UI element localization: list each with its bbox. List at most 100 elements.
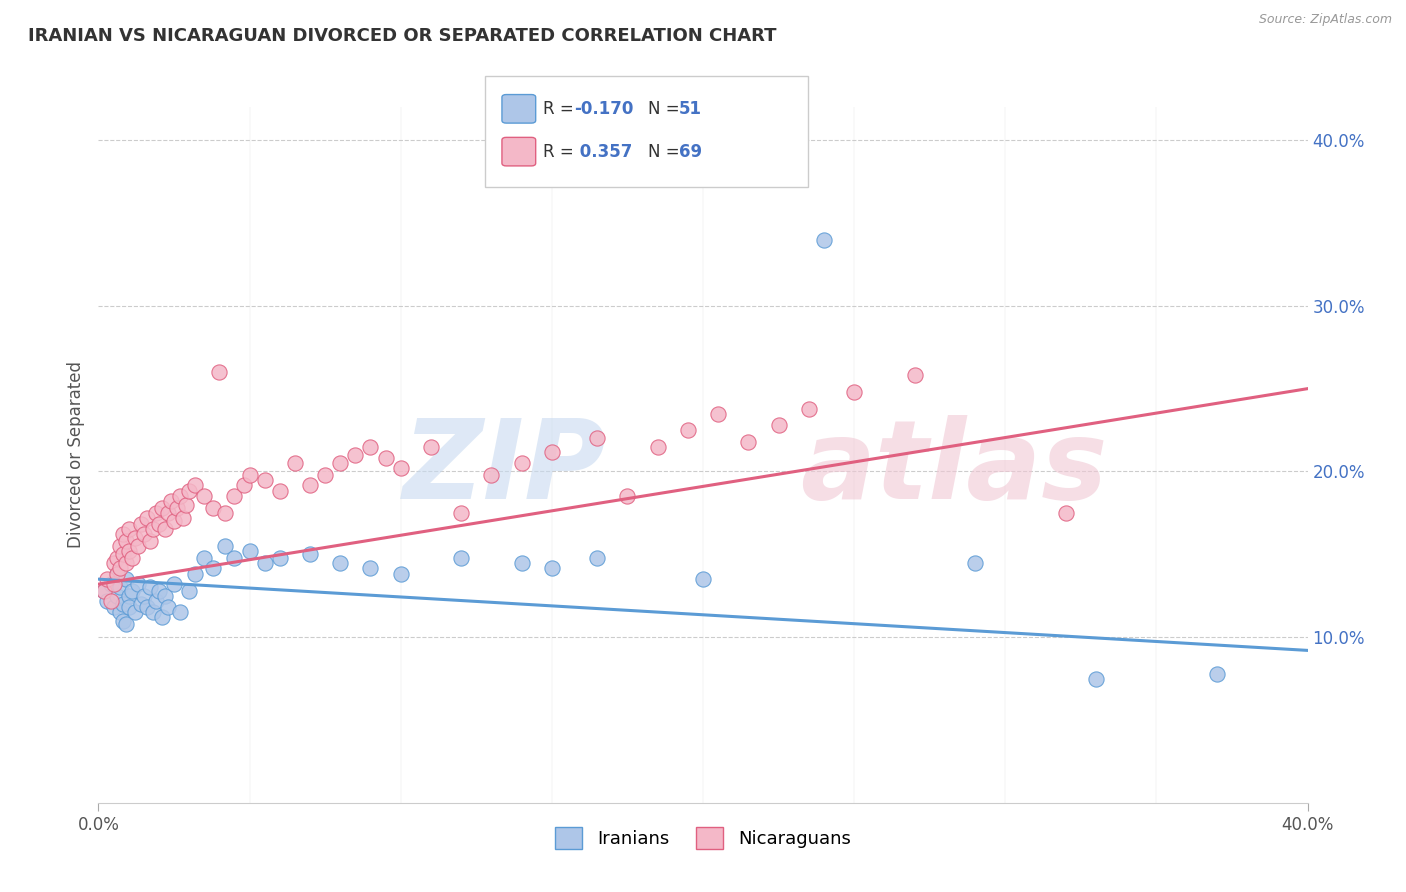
Point	[202, 560, 225, 574]
Point	[105, 550, 128, 565]
Point	[284, 456, 307, 470]
Point	[114, 572, 136, 586]
Point	[114, 616, 136, 631]
Point	[389, 567, 412, 582]
Point	[103, 600, 125, 615]
Point	[105, 567, 128, 582]
Point	[169, 605, 191, 619]
Point	[111, 527, 134, 541]
Point	[93, 583, 115, 598]
Point	[299, 477, 322, 491]
Point	[1085, 672, 1108, 686]
Point	[813, 233, 835, 247]
Point	[132, 589, 155, 603]
Point	[163, 577, 186, 591]
Point	[118, 600, 141, 615]
Point	[96, 593, 118, 607]
Point	[1206, 666, 1229, 681]
Point	[184, 567, 207, 582]
Point	[148, 517, 170, 532]
Point	[93, 583, 115, 598]
Point	[481, 467, 503, 482]
Point	[150, 610, 173, 624]
Point	[450, 550, 472, 565]
Text: Source: ZipAtlas.com: Source: ZipAtlas.com	[1258, 13, 1392, 27]
Point	[737, 434, 759, 449]
Point	[692, 572, 714, 586]
Point	[540, 560, 562, 574]
Point	[139, 581, 162, 595]
Point	[420, 440, 443, 454]
Point	[232, 477, 254, 491]
Point	[224, 550, 246, 565]
Point	[103, 556, 125, 570]
Text: ZIP: ZIP	[402, 416, 606, 523]
Point	[108, 581, 131, 595]
Point	[124, 605, 146, 619]
Point	[329, 456, 352, 470]
Point	[156, 506, 179, 520]
Point	[253, 556, 276, 570]
Point	[105, 567, 128, 582]
Point	[647, 440, 669, 454]
Point	[96, 572, 118, 586]
Point	[163, 514, 186, 528]
Point	[269, 550, 291, 565]
Point	[114, 556, 136, 570]
Point	[108, 605, 131, 619]
Point	[586, 550, 609, 565]
Point	[184, 477, 207, 491]
Text: 69: 69	[679, 143, 702, 161]
Point	[166, 500, 188, 515]
Point	[450, 506, 472, 520]
Point	[269, 484, 291, 499]
Text: N =: N =	[648, 143, 685, 161]
Point	[108, 539, 131, 553]
Point	[121, 550, 143, 565]
Point	[904, 368, 927, 383]
Point	[676, 423, 699, 437]
Text: N =: N =	[648, 100, 685, 118]
Point	[224, 489, 246, 503]
Point	[142, 605, 165, 619]
Point	[121, 583, 143, 598]
Point	[965, 556, 987, 570]
Point	[127, 577, 149, 591]
Point	[145, 506, 167, 520]
Point	[540, 444, 562, 458]
Point	[153, 523, 176, 537]
Y-axis label: Divorced or Separated: Divorced or Separated	[66, 361, 84, 549]
Point	[156, 600, 179, 615]
Point	[193, 489, 215, 503]
Text: -0.170: -0.170	[574, 100, 633, 118]
Point	[111, 547, 134, 561]
Point	[169, 489, 191, 503]
Point	[111, 597, 134, 611]
Point	[314, 467, 336, 482]
Point	[214, 539, 236, 553]
Text: 0.357: 0.357	[574, 143, 633, 161]
Point	[510, 456, 533, 470]
Point	[214, 506, 236, 520]
Point	[103, 577, 125, 591]
Point	[360, 560, 382, 574]
Point	[202, 500, 225, 515]
Text: 51: 51	[679, 100, 702, 118]
Point	[148, 583, 170, 598]
Point	[118, 589, 141, 603]
Point	[208, 365, 231, 379]
Point	[329, 556, 352, 570]
Text: IRANIAN VS NICARAGUAN DIVORCED OR SEPARATED CORRELATION CHART: IRANIAN VS NICARAGUAN DIVORCED OR SEPARA…	[28, 27, 776, 45]
Point	[299, 547, 322, 561]
Point	[253, 473, 276, 487]
Point	[153, 589, 176, 603]
Text: R =: R =	[543, 100, 579, 118]
Point	[160, 494, 183, 508]
Point	[174, 498, 197, 512]
Point	[118, 544, 141, 558]
Point	[118, 523, 141, 537]
Point	[124, 531, 146, 545]
Point	[193, 550, 215, 565]
Point	[344, 448, 367, 462]
Point	[360, 440, 382, 454]
